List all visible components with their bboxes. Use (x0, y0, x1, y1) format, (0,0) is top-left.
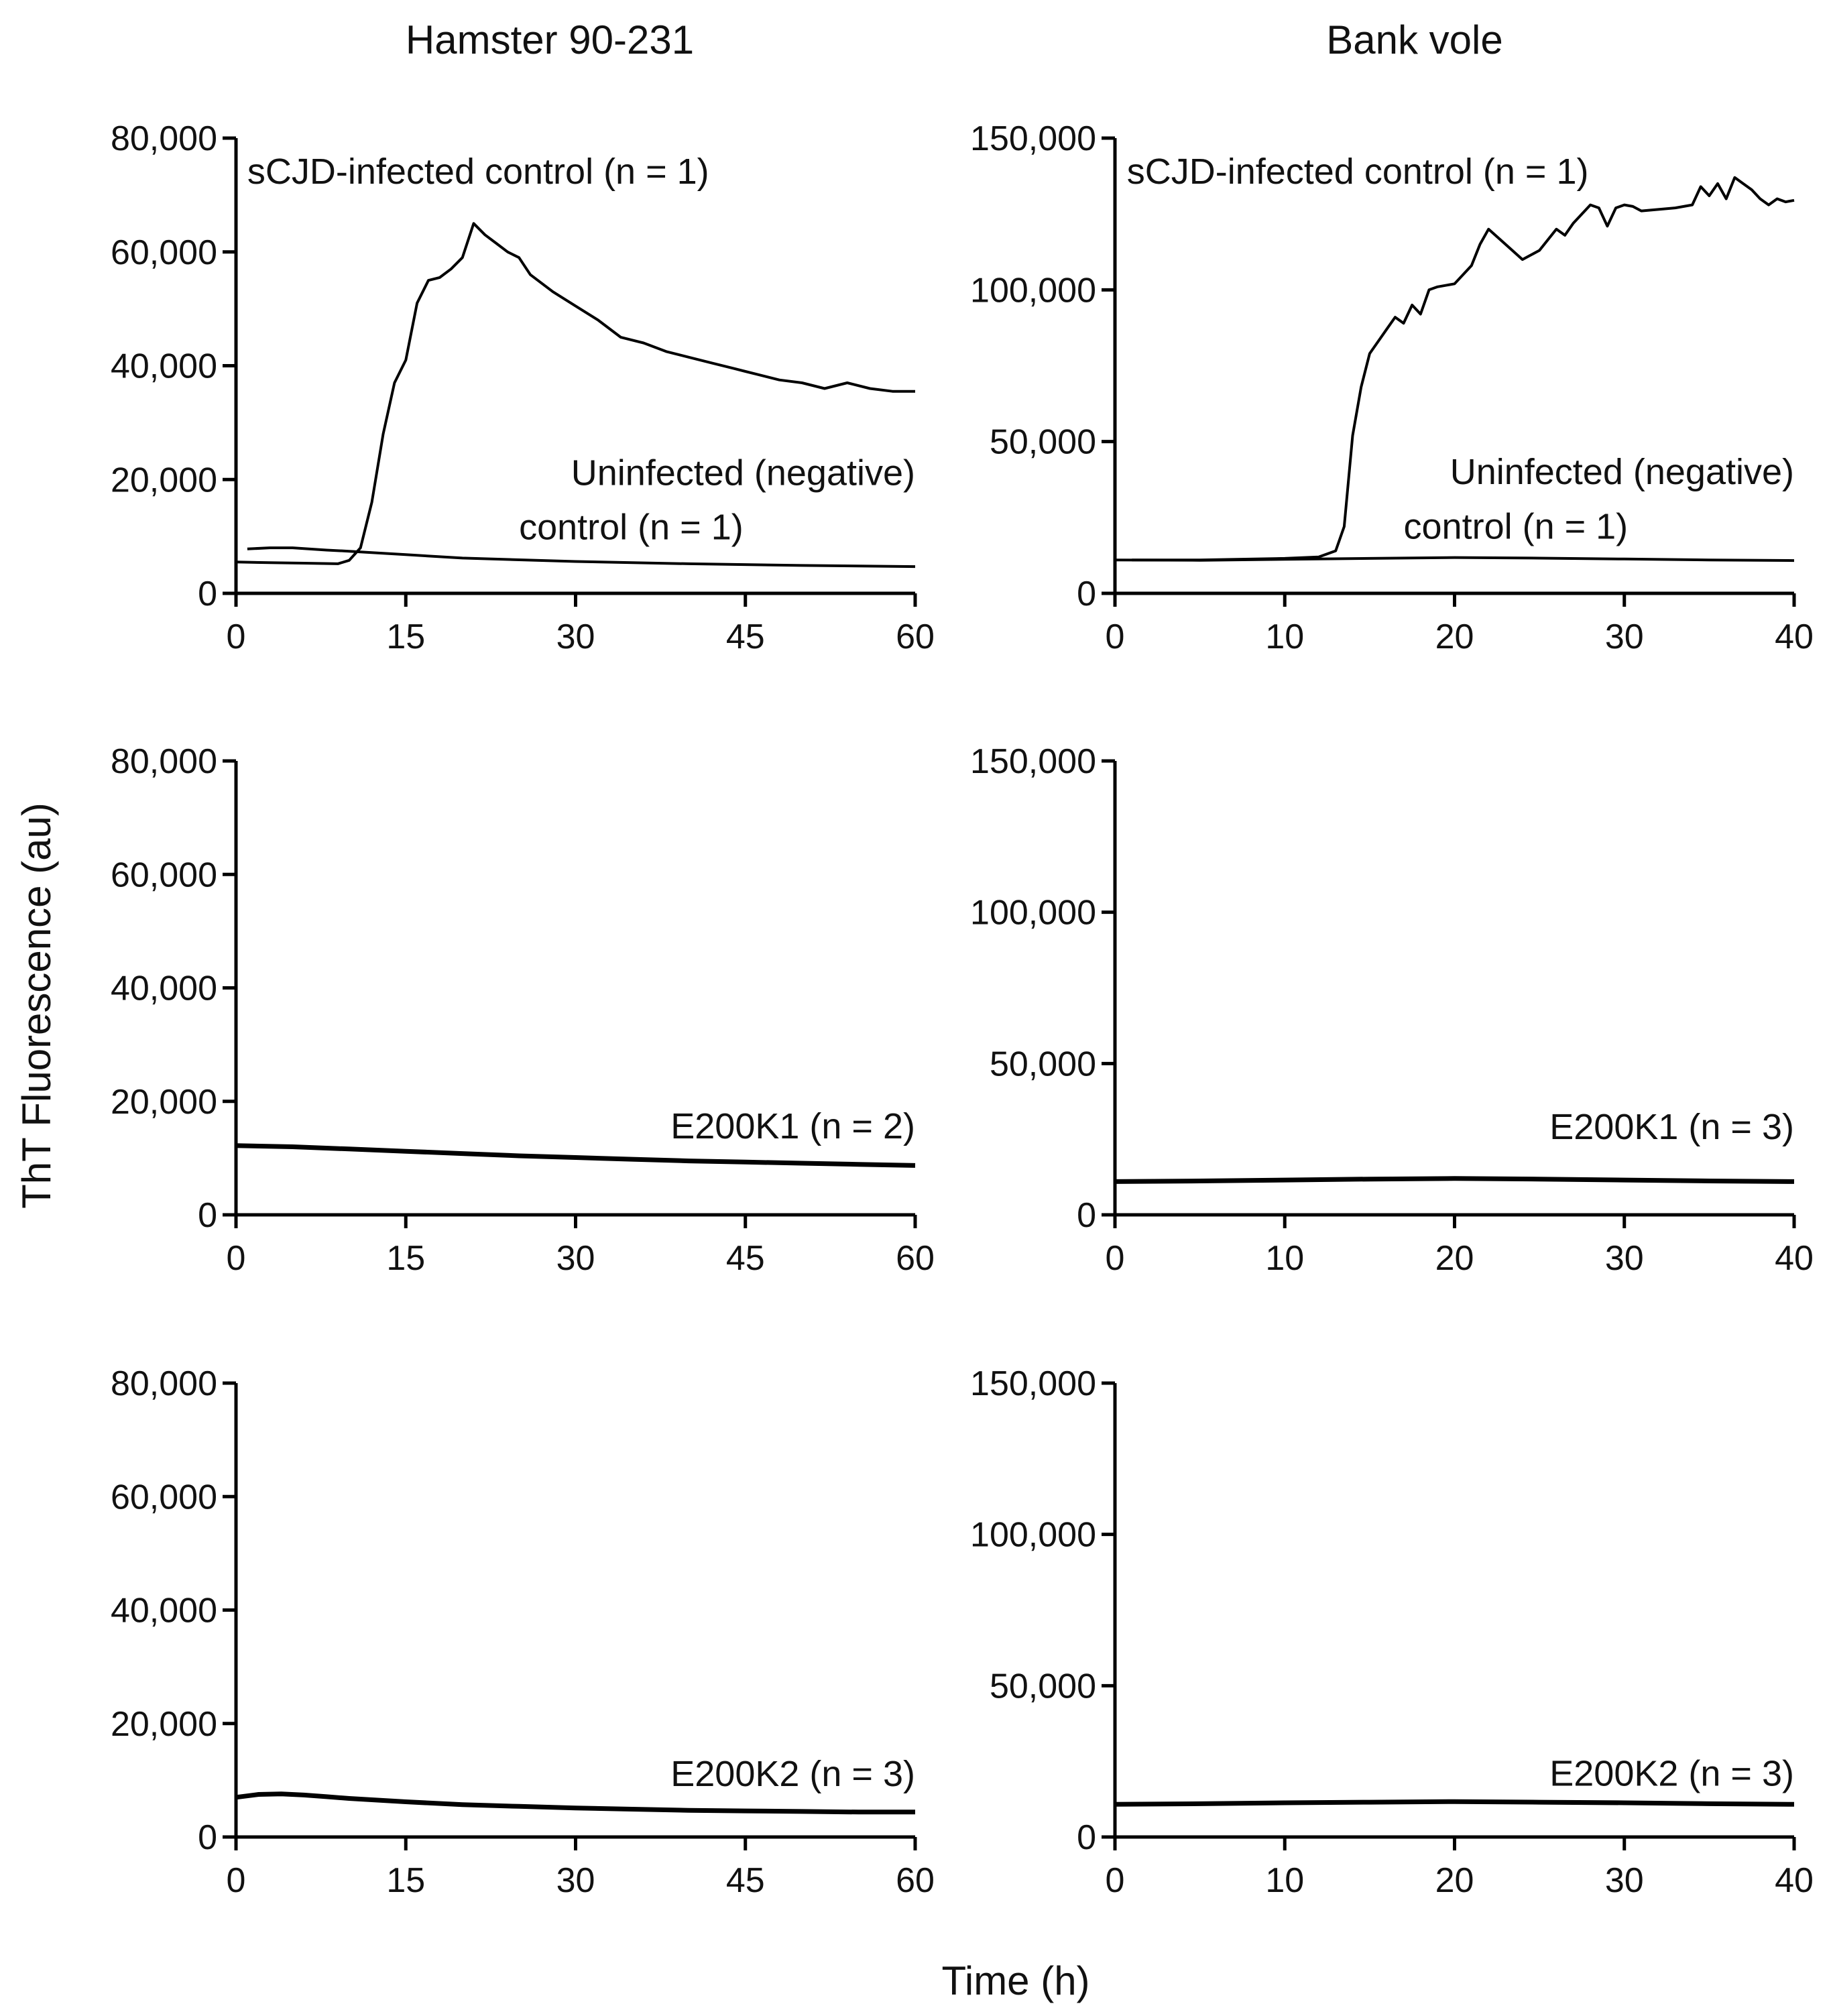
x-tick-label: 20 (1435, 1239, 1474, 1278)
x-tick-label: 15 (386, 1239, 425, 1278)
panel-bank-vole-e200k2: 0 50,000 100,000 150,000 0 10 20 30 40 E200K2 (n … (970, 1364, 1814, 1900)
x-tick-label: 10 (1265, 617, 1304, 656)
x-tick-label: 0 (1106, 1861, 1125, 1900)
panel-bank-vole-e200k1: 0 50,000 100,000 150,000 0 10 20 30 40 E200K1 (n … (970, 742, 1814, 1278)
x-tick-label: 10 (1265, 1239, 1304, 1278)
series-line-secondary (247, 546, 916, 569)
x-tick-label: 60 (896, 1239, 935, 1278)
series-annotation: sCJD-infected control (n = 1) (1127, 152, 1589, 192)
y-tick-label: 0 (198, 1818, 217, 1857)
y-tick-label: 60,000 (111, 1478, 217, 1517)
series-line-primary (1132, 176, 1795, 562)
series-annotation: E200K2 (n = 3) (670, 1754, 915, 1794)
x-tick-label: 10 (1265, 1861, 1304, 1900)
y-tick-label: 80,000 (111, 1364, 217, 1403)
x-tick-label: 0 (227, 617, 246, 656)
series-annotation: Uninfected (negative) (571, 453, 915, 493)
y-tick-label: 0 (1077, 1196, 1096, 1235)
x-tick-label: 40 (1775, 617, 1814, 656)
series-line-primary (235, 222, 915, 565)
y-tick-label: 20,000 (111, 1705, 217, 1744)
x-tick-label: 60 (896, 1861, 935, 1900)
y-axis-title: ThT Fluorescence (au) (14, 803, 59, 1209)
y-tick-label: 100,000 (970, 1516, 1096, 1555)
x-tick-label: 0 (227, 1861, 246, 1900)
series-annotation: Uninfected (negative) (1450, 452, 1794, 492)
y-tick-label: 0 (1077, 575, 1096, 613)
y-tick-label: 0 (198, 575, 217, 613)
y-tick-label: 20,000 (111, 1083, 217, 1122)
series-annotation: E200K1 (n = 2) (670, 1106, 915, 1146)
y-tick-label: 50,000 (990, 1667, 1096, 1706)
x-tick-label: 15 (386, 617, 425, 656)
y-tick-label: 40,000 (111, 969, 217, 1008)
x-tick-label: 45 (726, 1239, 765, 1278)
panel-hamster-e200k1: 0 20,000 40,000 60,000 80,000 0 15 30 45 60 E200K1… (111, 742, 935, 1278)
x-tick-label: 40 (1775, 1861, 1814, 1900)
y-tick-label: 80,000 (111, 742, 217, 781)
x-tick-label: 30 (1605, 1861, 1644, 1900)
x-tick-label: 20 (1435, 1861, 1474, 1900)
y-tick-label: 40,000 (111, 1592, 217, 1630)
column-title-hamster: Hamster 90-231 (406, 17, 694, 62)
y-tick-label: 150,000 (970, 742, 1096, 781)
x-tick-label: 30 (1605, 617, 1644, 656)
series-line-secondary (1114, 556, 1795, 562)
y-tick-label: 50,000 (990, 423, 1096, 462)
x-tick-label: 45 (726, 1861, 765, 1900)
x-tick-label: 45 (726, 617, 765, 656)
panel-hamster-e200k2: 0 20,000 40,000 60,000 80,000 0 15 30 45 60 E200K2… (111, 1364, 935, 1900)
series-annotation: E200K2 (n = 3) (1549, 1753, 1794, 1793)
series-annotation: control (n = 1) (519, 507, 744, 547)
y-tick-label: 0 (1077, 1818, 1096, 1857)
y-tick-label: 60,000 (111, 855, 217, 894)
series-annotation: E200K1 (n = 3) (1549, 1107, 1794, 1147)
series-line-primary (235, 1143, 916, 1168)
series-line-primary (1114, 1176, 1795, 1184)
panel-bank-vole-controls: 0 50,000 100,000 150,000 0 10 20 30 40 sCJD-infec… (970, 119, 1814, 656)
x-tick-label: 0 (1106, 1239, 1125, 1278)
x-tick-label: 60 (896, 617, 935, 656)
y-tick-label: 100,000 (970, 894, 1096, 933)
series-line-primary (1114, 1799, 1795, 1807)
x-tick-label: 40 (1775, 1239, 1814, 1278)
series-annotation: control (n = 1) (1404, 507, 1629, 547)
series-annotation: sCJD-infected control (n = 1) (247, 152, 709, 192)
x-tick-label: 0 (1106, 617, 1125, 656)
x-tick-label: 30 (1605, 1239, 1644, 1278)
y-tick-label: 20,000 (111, 461, 217, 499)
x-tick-label: 30 (556, 1239, 595, 1278)
y-tick-label: 0 (198, 1196, 217, 1235)
panel-hamster-controls: 0 20,000 40,000 60,000 80,000 0 15 30 45 60 sCJD-i… (111, 119, 935, 656)
x-tick-label: 30 (556, 1861, 595, 1900)
y-tick-label: 80,000 (111, 119, 217, 158)
y-tick-label: 40,000 (111, 347, 217, 386)
x-tick-label: 20 (1435, 617, 1474, 656)
x-axis-title: Time (h) (941, 1958, 1089, 2003)
x-tick-label: 0 (227, 1239, 246, 1278)
series-line-primary (235, 1791, 915, 1815)
y-tick-label: 100,000 (970, 271, 1096, 310)
column-title-bank-vole: Bank vole (1326, 17, 1503, 62)
y-tick-label: 50,000 (990, 1045, 1096, 1083)
x-tick-label: 15 (386, 1861, 425, 1900)
y-tick-label: 150,000 (970, 1364, 1096, 1403)
y-tick-label: 60,000 (111, 233, 217, 272)
y-tick-label: 150,000 (970, 119, 1096, 158)
x-tick-label: 30 (556, 617, 595, 656)
